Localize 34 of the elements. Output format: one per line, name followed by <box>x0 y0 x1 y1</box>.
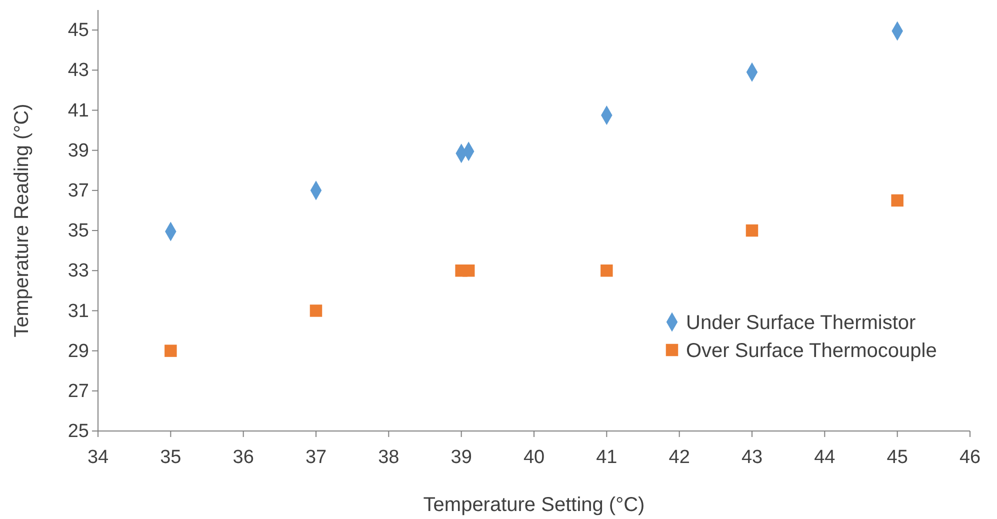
y-tick-label: 27 <box>68 380 89 402</box>
legend-label: Over Surface Thermocouple <box>686 340 937 362</box>
y-tick-label: 41 <box>68 100 89 122</box>
x-tick-label: 40 <box>523 446 545 468</box>
x-tick-label: 46 <box>959 446 981 468</box>
x-tick-label: 44 <box>814 446 836 468</box>
x-tick-label: 39 <box>450 446 472 468</box>
legend-label: Under Surface Thermistor <box>686 312 916 334</box>
point <box>164 344 177 357</box>
point <box>462 264 475 277</box>
point <box>310 304 322 317</box>
y-tick-label: 25 <box>68 421 89 442</box>
y-tick-label: 45 <box>68 20 89 42</box>
x-tick-label: 34 <box>87 446 109 468</box>
y-tick-label: 33 <box>68 260 89 282</box>
x-tick-label: 41 <box>596 446 618 468</box>
x-tick-label: 38 <box>378 446 400 468</box>
x-tick-label: 37 <box>305 446 327 468</box>
y-tick-label: 37 <box>68 180 89 202</box>
y-tick-label: 43 <box>68 60 89 82</box>
x-tick-label: 35 <box>160 446 182 468</box>
y-axis-title: Temperature Reading (°C) <box>11 104 33 338</box>
x-tick-label: 45 <box>886 446 908 468</box>
point <box>600 264 613 277</box>
y-tick-label: 39 <box>68 140 89 162</box>
x-tick-label: 36 <box>232 446 254 468</box>
point <box>746 224 758 237</box>
x-axis-title: Temperature Setting (°C) <box>423 494 645 516</box>
y-tick-label: 35 <box>68 220 89 242</box>
point <box>891 194 904 207</box>
x-tick-label: 42 <box>668 446 690 468</box>
y-tick-label: 31 <box>68 300 89 322</box>
x-tick-label: 43 <box>741 446 763 468</box>
y-tick-label: 29 <box>68 340 89 362</box>
